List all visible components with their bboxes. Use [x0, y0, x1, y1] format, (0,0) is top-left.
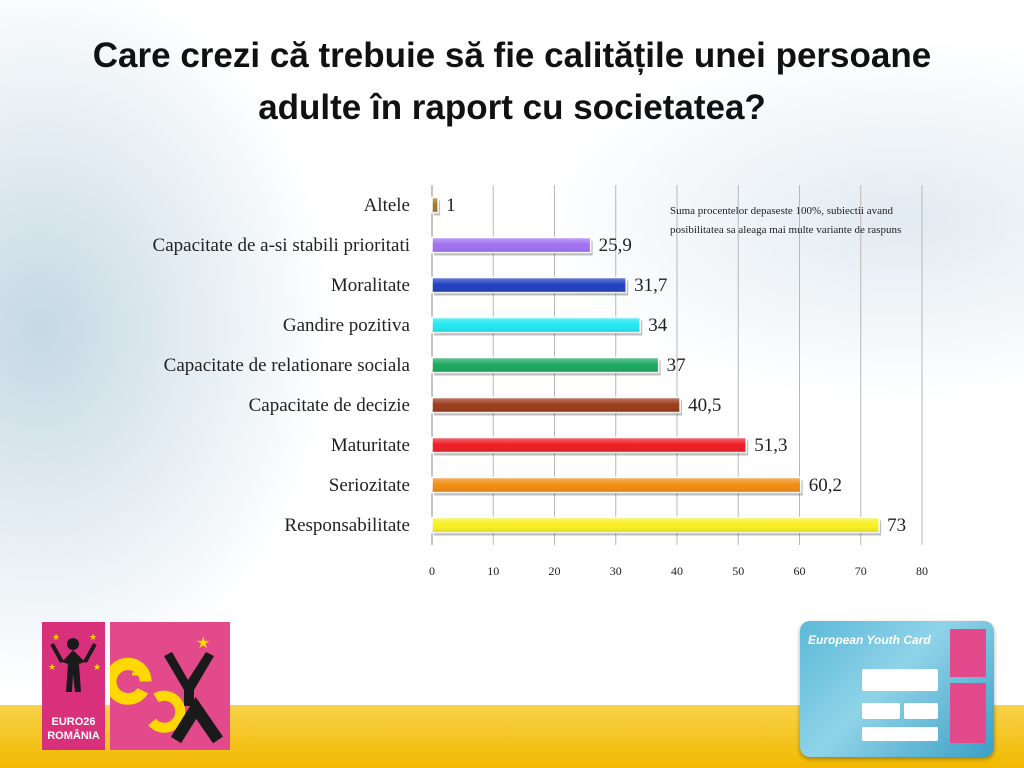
x-tick-label: 40 — [671, 564, 683, 578]
chart-x-tick-labels: 0 10 20 30 40 50 60 70 80 — [429, 564, 928, 578]
bar-shine — [432, 277, 627, 293]
card-eyca-logo — [950, 629, 986, 677]
category-label: Gandire pozitiva — [283, 315, 411, 336]
bar-shine — [432, 237, 591, 253]
svg-text:★: ★ — [48, 662, 56, 672]
category-label: Capacitate de a-si stabili prioritati — [153, 235, 410, 256]
bar-shine — [432, 357, 659, 373]
svg-text:★: ★ — [93, 662, 101, 672]
category-label: Seriozitate — [329, 475, 410, 496]
category-label: Capacitate de relationare sociala — [164, 355, 411, 376]
euro26-logo-line1: EURO26 — [51, 716, 96, 728]
bar-shine — [432, 397, 681, 413]
bar-shine — [432, 517, 880, 533]
data-label: 31,7 — [634, 275, 667, 296]
bar-shine — [432, 437, 747, 453]
svg-text:★: ★ — [52, 632, 60, 642]
category-label: Altele — [364, 195, 410, 216]
slide-title: Care crezi că trebuie să fie calitățile … — [92, 36, 932, 127]
data-label: 73 — [887, 515, 906, 536]
euro26-logo: ★ ★ ★ ★ EURO26 ROMÂNIA — [42, 622, 105, 750]
data-label: 37 — [667, 355, 686, 376]
category-label: Maturitate — [331, 435, 410, 456]
bar-chart: Altele Capacitate de a-si stabili priorit… — [153, 185, 928, 578]
svg-text:★: ★ — [89, 632, 97, 642]
bar-shine — [432, 197, 439, 213]
chart-note: Suma procentelor depaseste 100%, subiect… — [670, 205, 902, 236]
x-tick-label: 10 — [487, 564, 499, 578]
x-tick-label: 60 — [794, 564, 806, 578]
bar-shine — [432, 477, 801, 493]
x-tick-label: 70 — [855, 564, 867, 578]
category-label: Responsabilitate — [284, 515, 410, 536]
data-label: 1 — [446, 195, 456, 216]
european-youth-card: European Youth Card — [800, 621, 994, 757]
card-field-signature — [862, 727, 938, 741]
card-euro26-logo — [950, 683, 986, 743]
figure-icon: ★ ★ ★ ★ — [48, 632, 101, 692]
card-field-name — [862, 669, 938, 691]
euro26-logo-line2: ROMÂNIA — [47, 730, 100, 742]
data-label: 34 — [648, 315, 668, 336]
x-tick-label: 0 — [429, 564, 435, 578]
category-label: Moralitate — [331, 275, 410, 296]
chart-bars — [431, 196, 882, 536]
data-label: 60,2 — [809, 475, 842, 496]
x-tick-label: 80 — [916, 564, 928, 578]
chart-category-labels: Altele Capacitate de a-si stabili priorit… — [153, 195, 411, 536]
x-tick-label: 20 — [549, 564, 561, 578]
card-field-date — [862, 703, 900, 719]
category-label: Capacitate de decizie — [249, 395, 410, 416]
x-tick-label: 50 — [732, 564, 744, 578]
card-field-number — [904, 703, 938, 719]
eyca-logo: ★ — [104, 622, 230, 750]
data-label: 40,5 — [688, 395, 721, 416]
eyca-mark-icon: ★ — [104, 635, 223, 744]
x-tick-label: 30 — [610, 564, 622, 578]
svg-text:★: ★ — [196, 635, 210, 652]
card-title: European Youth Card — [808, 633, 931, 647]
data-label: 25,9 — [599, 235, 632, 256]
data-label: 51,3 — [754, 435, 787, 456]
bar-shine — [432, 317, 641, 333]
